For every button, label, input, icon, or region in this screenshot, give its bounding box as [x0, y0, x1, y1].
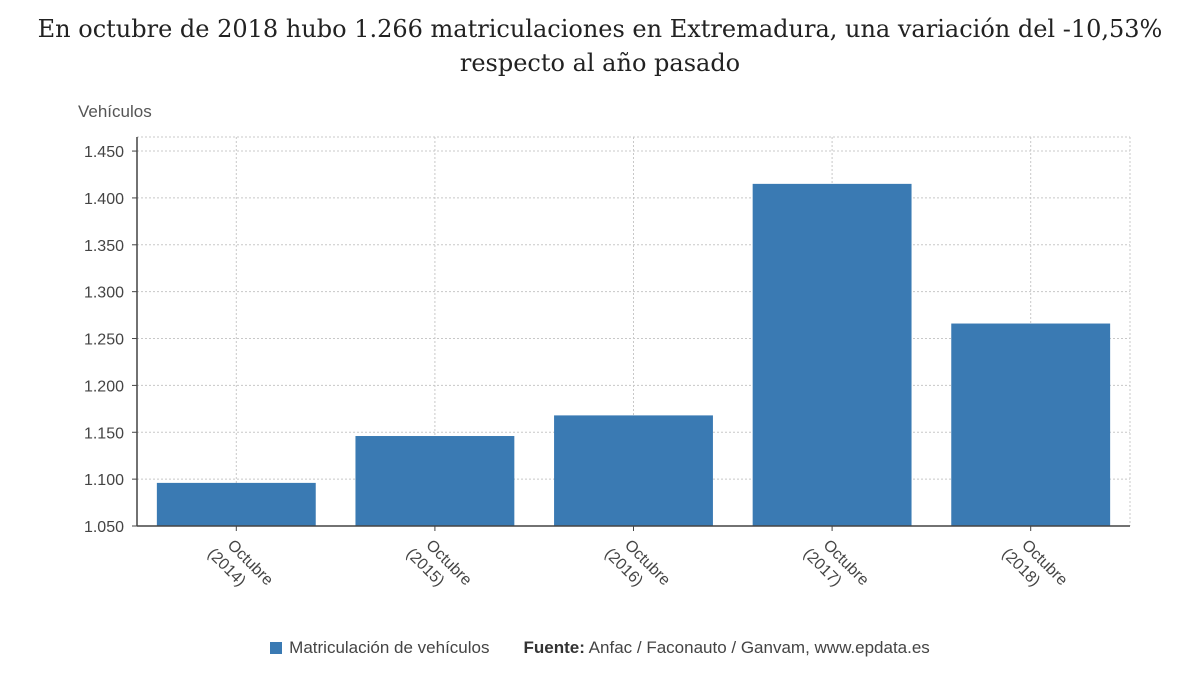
- y-tick-label: 1.400: [84, 191, 124, 208]
- y-tick-label: 1.200: [84, 378, 124, 395]
- legend: Matriculación de vehículos Fuente: Anfac …: [0, 638, 1200, 658]
- bar: [752, 183, 912, 526]
- y-tick-label: 1.250: [84, 332, 124, 349]
- y-tick-label: 1.050: [84, 519, 124, 536]
- x-tick-label: Octubre(2014): [204, 537, 276, 590]
- y-tick-label: 1.150: [84, 425, 124, 442]
- y-axis-label: Vehículos: [78, 102, 152, 121]
- y-tick-labels: 1.050 1.100 1.150 1.200 1.250 1.300 1.350 1.400…: [84, 144, 124, 536]
- legend-swatch: [270, 642, 283, 654]
- source-prefix: Fuente:: [523, 638, 585, 657]
- bar: [951, 323, 1111, 526]
- x-tick-label: Octubre(2015): [403, 537, 475, 590]
- x-tick-label: Octubre(2017): [800, 537, 872, 590]
- source-text: Anfac / Faconauto / Ganvam, www.epdata.e…: [584, 638, 930, 657]
- x-tick-label: Octubre(2016): [601, 537, 673, 590]
- x-tick-labels: Octubre(2014) Octubre(2015) Octubre(2016) O…: [204, 537, 1071, 590]
- x-tick-label: Octubre(2018): [998, 537, 1070, 590]
- bar: [355, 436, 515, 526]
- y-tick-label: 1.450: [84, 144, 124, 161]
- chart-title-line-1: En octubre de 2018 hubo 1.266 matriculac…: [37, 15, 1163, 43]
- bars: [156, 183, 1111, 526]
- axes: [132, 137, 1130, 531]
- y-tick-label: 1.350: [84, 238, 124, 255]
- y-tick-label: 1.100: [84, 472, 124, 489]
- y-tick-label: 1.300: [84, 285, 124, 302]
- bar: [554, 415, 713, 526]
- bar: [156, 482, 316, 526]
- chart-title: En octubre de 2018 hubo 1.266 matriculac…: [0, 12, 1200, 80]
- legend-series-label: Matriculación de vehículos: [289, 638, 490, 657]
- chart-title-line-2: respecto al año pasado: [459, 49, 741, 77]
